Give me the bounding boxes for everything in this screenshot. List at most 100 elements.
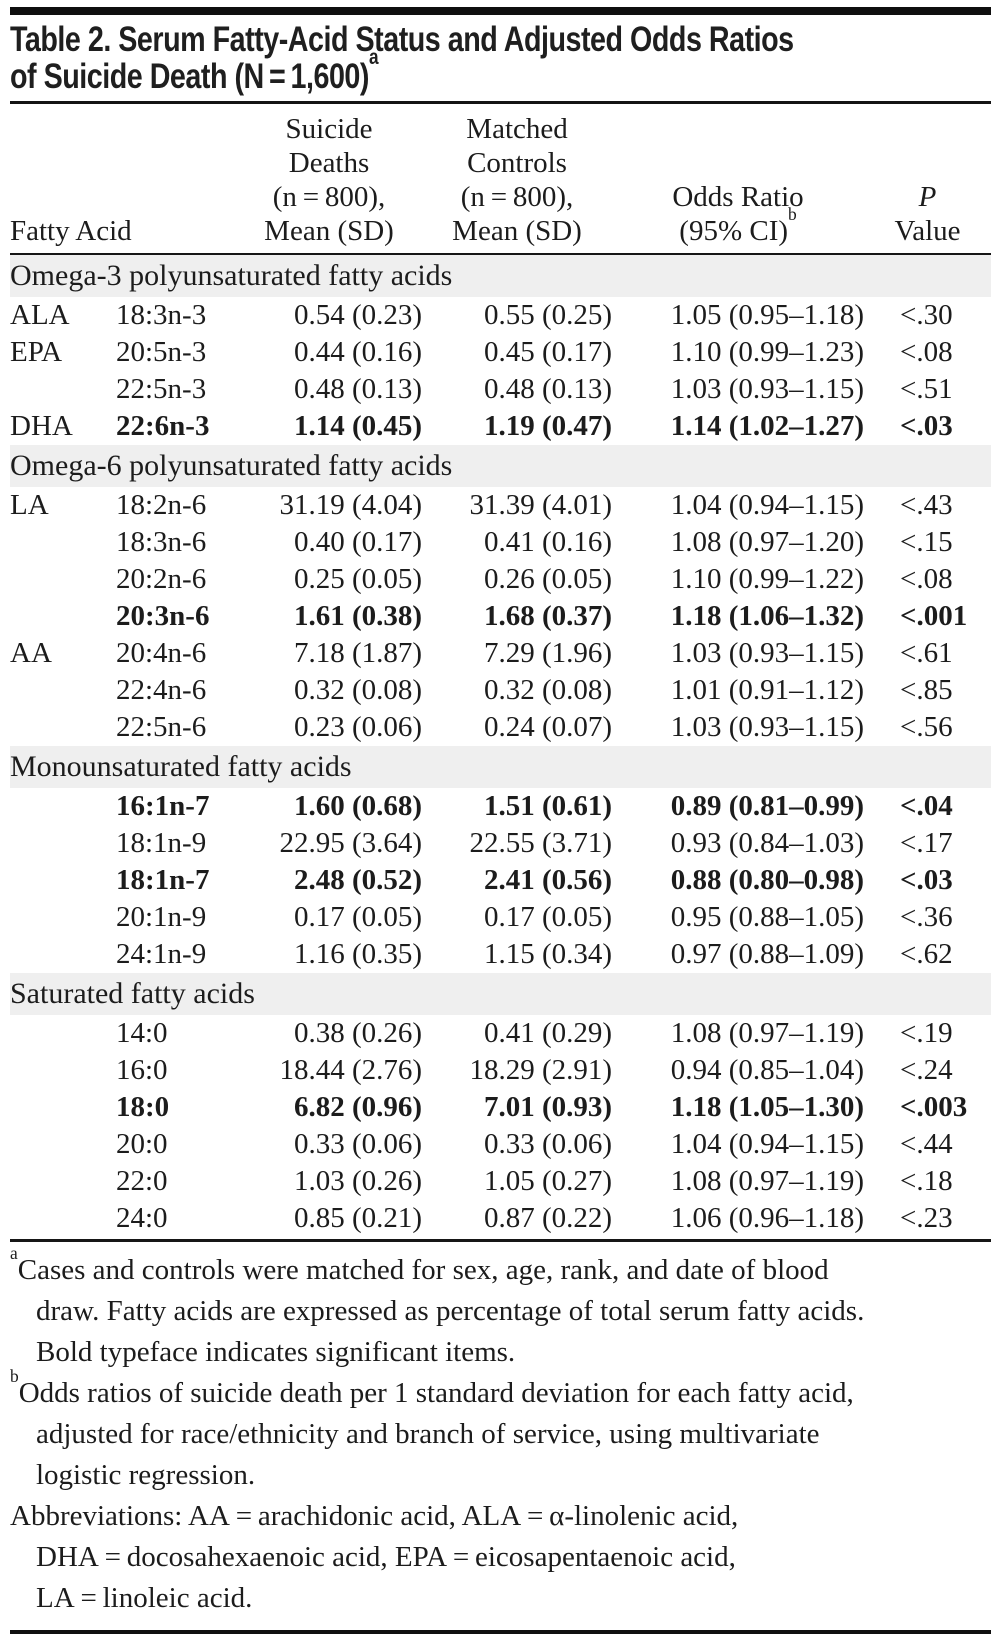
cell-suicide: 0.23 (0.06) [293, 711, 423, 743]
cell-notation: 20:1n-9 [116, 901, 207, 933]
table-title-line1: Table 2. Serum Fatty-Acid Status and Adj… [10, 20, 794, 59]
table-row: 22:4n-6 0.32 (0.08) 0.32 (0.08) 1.01 (0.91–… [10, 672, 991, 709]
cell-notation: 16:0 [116, 1054, 168, 1086]
table-row: 18:0 6.82 (0.96) 7.01 (0.93) 1.18 (1.05–1.3… [10, 1089, 991, 1126]
odds-ratio-label: Odds Ratio (95% CI) [672, 181, 804, 247]
cell-suicide: 6.82 (0.96) [293, 1091, 423, 1123]
cell-p: <.56 [900, 711, 953, 743]
cell-abbr [10, 936, 116, 973]
cell-p: <.36 [900, 901, 953, 933]
cell-suicide: 31.19 (4.04) [279, 489, 423, 521]
cell-or: 1.18 (1.05–1.30) [670, 1091, 865, 1123]
table-title-line2: of Suicide Death (N = 1,600)a [10, 47, 991, 96]
table-row: 22:5n-6 0.23 (0.06) 0.24 (0.07) 1.03 (0.93–… [10, 709, 991, 746]
table-row: 24:0 0.85 (0.21) 0.87 (0.22) 1.06 (0.96–1.1… [10, 1200, 991, 1237]
cell-controls: 0.87 (0.22) [483, 1202, 613, 1234]
table-row: LA 18:2n-6 31.19 (4.04) 31.39 (4.01) 1.04 (0… [10, 487, 991, 524]
cell-or: 1.10 (0.99–1.23) [670, 336, 865, 368]
cell-controls: 18.29 (2.91) [469, 1054, 613, 1086]
cell-or: 1.05 (0.95–1.18) [670, 299, 865, 331]
cell-or: 1.08 (0.97–1.19) [670, 1165, 865, 1197]
section-header-row: Omega-3 polyunsaturated fatty acids [10, 254, 992, 297]
table-row: 22:0 1.03 (0.26) 1.05 (0.27) 1.08 (0.97–1.1… [10, 1163, 991, 1200]
top-rule [10, 7, 991, 15]
cell-notation: 22:5n-3 [116, 373, 207, 405]
cell-abbr [10, 598, 116, 635]
cell-controls: 0.26 (0.05) [483, 563, 613, 595]
cell-suicide: 22.95 (3.64) [279, 827, 423, 859]
title-rule [10, 101, 991, 104]
table-row: 20:1n-9 0.17 (0.05) 0.17 (0.05) 0.95 (0.88–… [10, 899, 991, 936]
cell-controls: 22.55 (3.71) [469, 827, 613, 859]
table-row: 20:2n-6 0.25 (0.05) 0.26 (0.05) 1.10 (0.99–… [10, 561, 991, 598]
footnotes: aCases and controls were matched for sex… [10, 1244, 991, 1619]
cell-or: 1.03 (0.93–1.15) [670, 373, 865, 405]
footnote-abbreviations: Abbreviations: AA = arachidonic acid, AL… [10, 1496, 991, 1619]
cell-controls: 1.68 (0.37) [483, 600, 613, 632]
cell-controls: 0.32 (0.08) [483, 674, 613, 706]
cell-notation: 18:3n-6 [116, 526, 207, 558]
header-row: Fatty Acid Suicide Deaths (n = 800), Mea… [10, 104, 992, 255]
cell-or: 1.08 (0.97–1.20) [670, 526, 865, 558]
cell-controls: 0.33 (0.06) [483, 1128, 613, 1160]
cell-suicide: 0.85 (0.21) [293, 1202, 423, 1234]
cell-p: <.18 [900, 1165, 953, 1197]
col-header-odds-ratio: Odds Ratio (95% CI)b [612, 104, 865, 255]
cell-suicide: 2.48 (0.52) [293, 864, 423, 896]
cell-notation: 14:0 [116, 1017, 168, 1049]
table-row: 16:1n-7 1.60 (0.68) 1.51 (0.61) 0.89 (0.81–… [10, 788, 991, 825]
cell-p: <.08 [900, 336, 953, 368]
cell-notation: 22:4n-6 [116, 674, 207, 706]
cell-notation: 20:2n-6 [116, 563, 207, 595]
cell-abbr [10, 788, 116, 825]
table-row: EPA 20:5n-3 0.44 (0.16) 0.45 (0.17) 1.10 (0.… [10, 334, 991, 371]
cell-p: <.43 [900, 489, 953, 521]
cell-or: 1.18 (1.06–1.32) [670, 600, 865, 632]
cell-p: <.08 [900, 563, 953, 595]
cell-controls: 0.17 (0.05) [483, 901, 613, 933]
cell-or: 1.03 (0.93–1.15) [670, 637, 865, 669]
cell-abbr: AA [10, 637, 52, 669]
cell-notation: 22:6n-3 [116, 410, 210, 442]
cell-or: 0.95 (0.88–1.05) [670, 901, 865, 933]
table-row: 20:3n-6 1.61 (0.38) 1.68 (0.37) 1.18 (1.06–… [10, 598, 991, 635]
cell-notation: 20:4n-6 [116, 637, 207, 669]
cell-p: <.15 [900, 526, 953, 558]
section-header-row: Monounsaturated fatty acids [10, 746, 992, 788]
cell-or: 0.94 (0.85–1.04) [670, 1054, 865, 1086]
table-row: 14:0 0.38 (0.26) 0.41 (0.29) 1.08 (0.97–1.1… [10, 1015, 991, 1052]
cell-or: 1.10 (0.99–1.22) [670, 563, 865, 595]
cell-controls: 1.51 (0.61) [483, 790, 613, 822]
section-header: Omega-3 polyunsaturated fatty acids [10, 254, 992, 297]
table-row: 16:0 18.44 (2.76) 18.29 (2.91) 0.94 (0.85–1… [10, 1052, 991, 1089]
cell-abbr [10, 1089, 116, 1126]
table-row: ALA 18:3n-3 0.54 (0.23) 0.55 (0.25) 1.05 (0.… [10, 297, 991, 334]
cell-p: <.51 [900, 373, 953, 405]
cell-notation: 20:0 [116, 1128, 168, 1160]
cell-suicide: 1.14 (0.45) [293, 410, 423, 442]
table-row: 24:1n-9 1.16 (0.35) 1.15 (0.34) 0.97 (0.88–… [10, 936, 991, 973]
cell-suicide: 1.03 (0.26) [293, 1165, 423, 1197]
cell-p: <.003 [900, 1091, 968, 1123]
cell-or: 0.97 (0.88–1.09) [670, 938, 865, 970]
cell-controls: 1.15 (0.34) [483, 938, 613, 970]
cell-p: <.03 [900, 410, 953, 442]
cell-suicide: 1.60 (0.68) [293, 790, 423, 822]
table-row: 18:1n-7 2.48 (0.52) 2.41 (0.56) 0.88 (0.80–… [10, 862, 991, 899]
table-row: 18:1n-9 22.95 (3.64) 22.55 (3.71) 0.93 (0.8… [10, 825, 991, 862]
cell-notation: 24:0 [116, 1202, 168, 1234]
footnote-b-text: Odds ratios of suicide death per 1 stand… [18, 1377, 854, 1491]
cell-p: <.85 [900, 674, 953, 706]
cell-p: <.61 [900, 637, 953, 669]
table-body: Omega-3 polyunsaturated fatty acids ALA 18… [10, 254, 992, 1237]
table-title-line2-text: of Suicide Death (N = 1,600) [10, 57, 369, 96]
cell-or: 1.03 (0.93–1.15) [670, 711, 865, 743]
cell-controls: 0.24 (0.07) [483, 711, 613, 743]
cell-controls: 7.29 (1.96) [483, 637, 613, 669]
cell-abbr [10, 709, 116, 746]
cell-abbr [10, 371, 116, 408]
cell-abbr [10, 561, 116, 598]
cell-abbr: DHA [10, 410, 73, 442]
cell-p: <.17 [900, 827, 953, 859]
